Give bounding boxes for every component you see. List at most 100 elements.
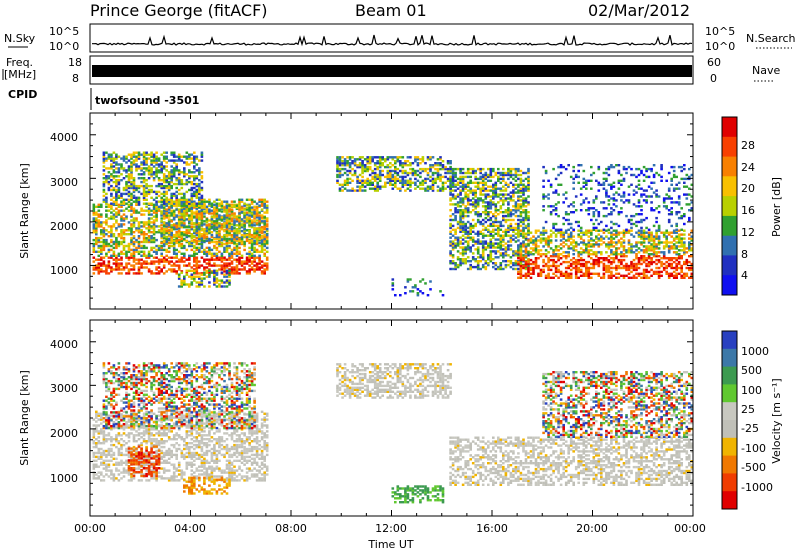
heatmap-cell [622,253,626,256]
heatmap-cell [200,244,204,248]
heatmap-cell [404,169,407,173]
heatmap-cell [152,159,156,162]
heatmap-cell [476,201,480,204]
heatmap-cell [117,211,121,214]
heatmap-cell [183,246,186,250]
heatmap-cell [142,161,146,164]
heatmap-cell [592,251,596,254]
heatmap-cell [484,177,488,181]
heatmap-cell [512,234,515,237]
heatmap-cell [670,264,673,268]
heatmap-cell [167,246,171,250]
heatmap-cell [358,179,362,182]
heatmap-cell [115,196,118,199]
heatmap-cell [509,209,513,212]
heatmap-cell [230,218,234,221]
heatmap-cell [233,233,236,237]
heatmap-cell [97,250,101,253]
heatmap-cell [160,165,163,168]
heatmap-cell [105,175,108,178]
heatmap-cell [461,187,465,190]
heatmap-cell [620,245,623,248]
heatmap-cell [549,235,553,238]
heatmap-cell [145,205,148,208]
heatmap-cell [110,248,113,252]
heatmap-cell [230,220,234,223]
heatmap-cell [557,231,560,234]
heatmap-cell [587,266,591,270]
heatmap-cell [215,217,219,220]
heatmap-cell [514,214,518,218]
heatmap-cell [522,258,525,262]
heatmap-cell [147,268,151,271]
heatmap-cell [100,233,103,236]
heatmap-cell [675,257,678,260]
heatmap-cell [587,276,591,279]
heatmap-cell [471,258,475,261]
heatmap-cell [441,189,445,192]
heatmap-cell [479,254,482,257]
heatmap-cell [215,231,219,235]
heatmap-cell [165,184,168,188]
heatmap-cell [95,227,98,230]
heatmap-cell [225,204,229,207]
heatmap-cell [421,181,425,184]
heatmap-cell [177,225,181,228]
heatmap-cell [140,221,143,224]
heatmap-cell [391,169,395,173]
heatmap-cell [667,231,671,234]
heatmap-cell [625,231,628,234]
heatmap-cell [122,268,126,271]
heatmap-cell [155,250,158,253]
heatmap-cell [627,229,631,232]
heatmap-cell [152,211,156,214]
heatmap-cell [120,258,123,261]
heatmap-cell [675,231,678,234]
heatmap-cell [172,224,176,227]
heatmap-cell [135,219,138,222]
heatmap-cell [660,262,663,266]
heatmap-cell [150,190,153,194]
heatmap-cell [183,167,186,170]
heatmap-cell [253,214,256,217]
heatmap-cell [102,177,106,180]
heatmap-cell [449,197,452,200]
heatmap-cell [150,155,153,158]
heatmap-cell [195,236,199,240]
heatmap-cell [539,233,543,236]
heatmap-cell [567,276,570,279]
heatmap-cell [642,251,646,254]
heatmap-cell [170,268,173,271]
heatmap-cell [175,159,178,162]
heatmap-cell [476,252,480,255]
heatmap-cell [449,199,452,202]
heatmap-cell [183,194,186,198]
heatmap-cell [481,254,485,257]
heatmap-cell [454,238,457,241]
heatmap-cell [451,179,455,182]
heatmap-cell [208,269,211,272]
heatmap-cell [112,233,116,236]
heatmap-cell [213,264,216,267]
heatmap-cell [474,213,477,216]
heatmap-cell [235,272,239,275]
heatmap-cell [476,203,480,206]
heatmap-cell [142,179,146,182]
heatmap-cell [130,192,133,196]
heatmap-cell [652,253,656,256]
heatmap-cell [672,266,676,270]
heatmap-cell [464,187,467,190]
heatmap-cell [411,286,415,289]
heatmap-cell [519,249,523,252]
heatmap-cell [484,262,488,265]
heatmap-cell [587,245,591,248]
heatmap-cell [660,274,663,277]
heatmap-cell [446,162,450,165]
heatmap-cell [167,198,171,201]
heatmap-cell [258,258,261,261]
heatmap-cell [519,203,523,206]
heatmap-cell [346,162,349,165]
heatmap-cell [461,183,465,186]
heatmap-cell [484,220,488,224]
heatmap-cell [145,190,148,194]
